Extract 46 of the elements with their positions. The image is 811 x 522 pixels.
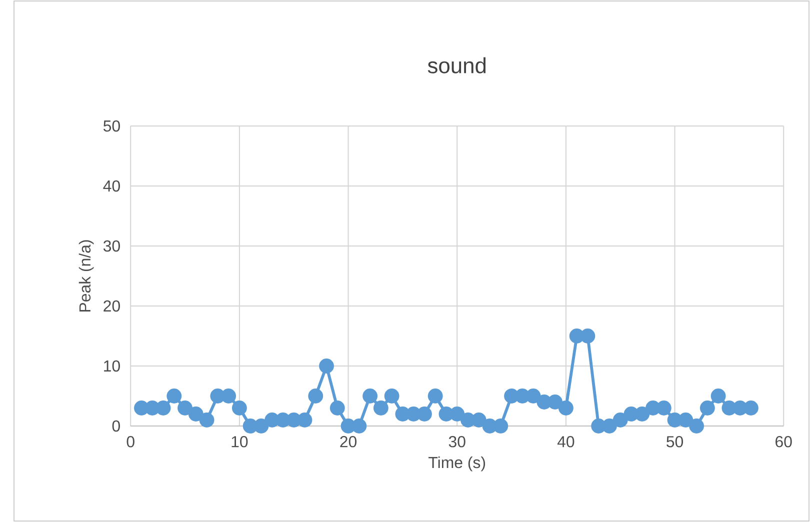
point [526, 388, 541, 404]
point [678, 412, 694, 428]
y-tick-label: 10 [104, 360, 120, 372]
point [188, 406, 204, 422]
x-tick-label: 50 [666, 436, 684, 448]
point [308, 388, 324, 404]
point [428, 388, 443, 404]
point [156, 400, 171, 416]
x-axis-title: Time (s) [428, 456, 486, 472]
point [548, 394, 563, 410]
point [166, 388, 182, 404]
y-tick-label: 30 [103, 240, 120, 252]
point [330, 400, 345, 416]
point [221, 388, 236, 404]
x-tick-label: 20 [340, 436, 357, 448]
y-tick-label: 50 [103, 120, 120, 132]
point [352, 418, 367, 434]
point [612, 412, 628, 428]
point [199, 412, 214, 428]
point [384, 388, 400, 404]
point [580, 328, 596, 344]
point [493, 418, 508, 434]
point [634, 406, 650, 422]
point [362, 388, 378, 404]
point [450, 406, 465, 422]
point [232, 400, 247, 416]
point [319, 358, 334, 374]
y-tick-label: 0 [112, 420, 120, 432]
point [710, 388, 726, 404]
point [700, 400, 715, 416]
x-tick-label: 60 [776, 436, 792, 448]
x-tick-label: 10 [232, 436, 248, 448]
y-tick-label: 40 [103, 180, 120, 192]
x-tick-label: 40 [557, 436, 574, 448]
point [373, 400, 388, 416]
x-tick-label: 0 [126, 436, 134, 448]
point [178, 400, 192, 416]
point [602, 418, 617, 434]
point [297, 412, 312, 428]
x-tick-label: 30 [448, 436, 466, 448]
y-tick-label: 20 [104, 300, 120, 312]
y-axis-title: Peak (n/a) [78, 240, 94, 312]
chart-title: sound [428, 57, 486, 74]
point [254, 418, 269, 434]
point [558, 400, 574, 416]
point [689, 418, 704, 434]
